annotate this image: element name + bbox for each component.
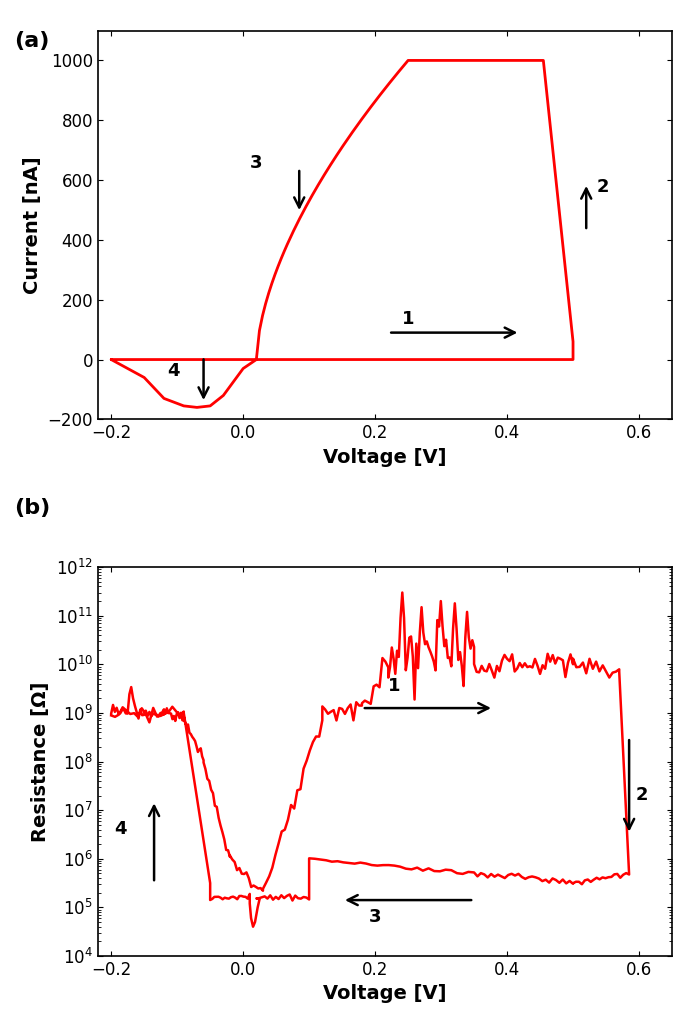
Text: (b): (b) [14,498,50,519]
Text: (a): (a) [14,31,50,51]
Text: 2: 2 [596,178,608,196]
Y-axis label: Current [nA]: Current [nA] [23,157,42,294]
Text: 1: 1 [389,677,401,695]
X-axis label: Voltage [V]: Voltage [V] [323,447,447,467]
Text: 3: 3 [368,908,381,925]
X-axis label: Voltage [V]: Voltage [V] [323,984,447,1004]
Text: 2: 2 [636,786,648,804]
Text: 4: 4 [115,821,127,838]
Text: 4: 4 [167,362,180,380]
Text: 3: 3 [250,155,262,172]
Y-axis label: Resistance [Ω]: Resistance [Ω] [32,681,50,842]
Text: 1: 1 [402,309,414,327]
